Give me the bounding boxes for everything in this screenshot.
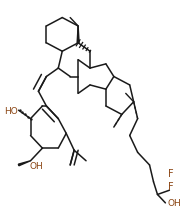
Text: OH: OH [168,199,182,208]
Text: F: F [168,182,173,192]
Text: F: F [168,169,173,179]
Polygon shape [77,26,79,43]
Text: OH: OH [29,162,43,170]
Polygon shape [18,161,31,166]
Text: HO: HO [4,107,18,116]
